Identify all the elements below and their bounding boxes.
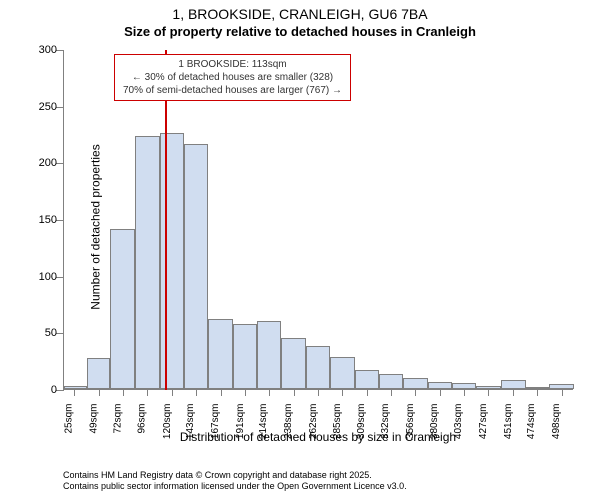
y-tick [56,163,64,164]
x-tick [415,390,416,396]
histogram-bar [501,380,526,389]
histogram-bar [135,136,160,389]
x-tick [245,390,246,396]
x-tick [221,390,222,396]
histogram-bar [476,386,501,389]
x-tick [172,390,173,396]
histogram-bar [428,382,453,389]
x-tick [196,390,197,396]
x-tick [342,390,343,396]
x-tick [318,390,319,396]
y-axis-label: Number of detached properties [89,144,103,309]
histogram-bar [160,133,184,389]
x-axis-label: Distribution of detached houses by size … [63,430,573,444]
title-sub: Size of property relative to detached ho… [0,22,600,39]
histogram-bar [330,357,355,389]
histogram-bar [526,387,550,389]
y-tick [56,107,64,108]
histogram-bar [379,374,403,389]
histogram-bar [208,319,233,389]
x-tick [537,390,538,396]
title-main: 1, BROOKSIDE, CRANLEIGH, GU6 7BA [0,0,600,22]
x-tick-label: 72sqm [112,404,123,434]
histogram-bar [549,384,574,389]
histogram-bar [110,229,135,389]
x-tick [147,390,148,396]
y-tick-label: 50 [45,327,57,339]
y-tick-label: 300 [39,44,57,56]
histogram-bar [452,383,476,389]
x-tick [294,390,295,396]
x-tick-label: 25sqm [64,404,75,434]
y-tick-label: 150 [39,214,57,226]
histogram-bar [281,338,306,389]
y-tick-label: 250 [39,101,57,113]
histogram-bar [87,358,111,389]
x-tick [562,390,563,396]
x-tick [391,390,392,396]
histogram-bar [306,346,330,389]
histogram-chart: 05010015020025030025sqm49sqm72sqm96sqm12… [63,50,573,420]
y-tick [56,50,64,51]
histogram-bar [257,321,282,389]
y-tick-label: 200 [39,157,57,169]
histogram-bar [355,370,380,389]
annotation-line2: ← 30% of detached houses are smaller (32… [123,71,342,84]
y-tick-label: 0 [51,384,57,396]
histogram-bar [184,144,209,389]
x-tick [513,390,514,396]
footer-attribution: Contains HM Land Registry data © Crown c… [63,470,407,492]
x-tick [74,390,75,396]
y-tick [56,277,64,278]
x-tick [488,390,489,396]
x-tick-label: 49sqm [89,404,100,434]
y-tick-label: 100 [39,271,57,283]
y-tick [56,333,64,334]
x-tick [440,390,441,396]
footer-line2: Contains public sector information licen… [63,481,407,492]
annotation-box: 1 BROOKSIDE: 113sqm← 30% of detached hou… [114,54,351,101]
histogram-bar [64,386,87,389]
x-tick-label: 96sqm [137,404,148,434]
x-tick [367,390,368,396]
y-tick [56,390,64,391]
plot-area: 05010015020025030025sqm49sqm72sqm96sqm12… [63,50,573,390]
x-tick [123,390,124,396]
marker-line [165,50,167,390]
annotation-line3: 70% of semi-detached houses are larger (… [123,84,342,97]
x-tick [464,390,465,396]
footer-line1: Contains HM Land Registry data © Crown c… [63,470,407,481]
annotation-line1: 1 BROOKSIDE: 113sqm [123,58,342,71]
y-tick [56,220,64,221]
histogram-bar [233,324,257,389]
x-tick [269,390,270,396]
x-tick [99,390,100,396]
histogram-bar [403,378,428,389]
